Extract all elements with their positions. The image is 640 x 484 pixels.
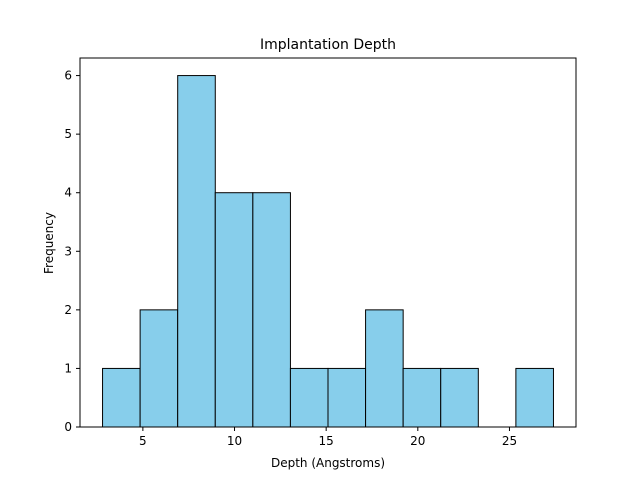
histogram-bar-6 — [289, 367, 329, 428]
x-tick-label: 5 — [139, 434, 147, 448]
x-axis-label: Depth (Angstroms) — [271, 456, 385, 470]
chart-title: Implantation Depth — [260, 37, 396, 53]
x-tick-label: 10 — [227, 434, 242, 448]
histogram-bar-1 — [102, 367, 141, 428]
x-tick-label: 20 — [410, 434, 425, 448]
y-axis-label: Frequency — [42, 212, 56, 274]
y-tick-label: 5 — [64, 127, 72, 141]
histogram-bar-4 — [214, 192, 254, 428]
histogram-bar-5 — [252, 192, 291, 428]
histogram-bar-7 — [327, 367, 367, 428]
y-axis-ticks: 0 1 2 3 4 5 6 — [64, 69, 80, 434]
histogram-bar-8 — [365, 309, 404, 428]
y-tick-label: 0 — [64, 420, 72, 434]
bars-group — [102, 75, 554, 428]
histogram-bar-2 — [139, 309, 179, 428]
y-tick-label: 6 — [64, 69, 72, 83]
y-tick-label: 3 — [64, 244, 72, 258]
y-tick-label: 2 — [64, 303, 72, 317]
histogram-bar-10 — [440, 367, 479, 428]
histogram-bar-12 — [515, 367, 554, 428]
histogram-bar-9 — [402, 367, 442, 428]
x-tick-label: 25 — [502, 434, 517, 448]
x-tick-label: 15 — [319, 434, 334, 448]
y-tick-label: 4 — [64, 186, 72, 200]
x-axis-ticks: 5 10 15 20 25 — [139, 427, 517, 448]
plot-frame — [79, 57, 577, 428]
histogram-bar-3 — [177, 75, 216, 428]
y-tick-label: 1 — [64, 361, 72, 375]
